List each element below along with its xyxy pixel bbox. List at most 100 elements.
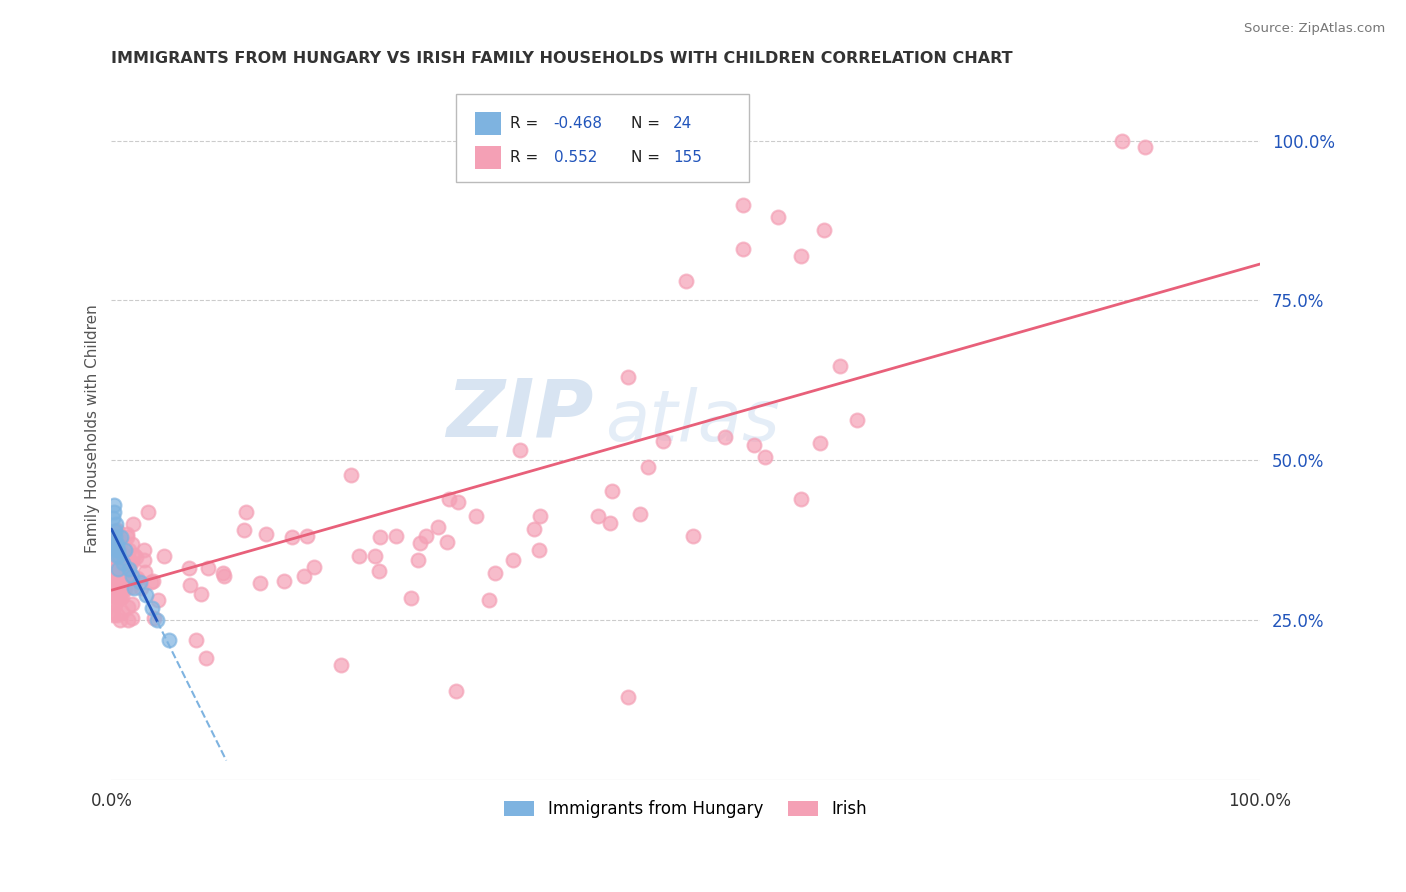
Irish (184, 633, 207, 648)
Irish (104, 597, 127, 611)
Immigrants from Hungary (157, 632, 180, 647)
Irish (104, 585, 127, 599)
Irish (108, 542, 131, 557)
Irish (478, 592, 501, 607)
Irish (733, 197, 755, 211)
Irish (249, 575, 271, 590)
Immigrants from Hungary (105, 536, 128, 550)
Irish (107, 553, 129, 567)
Bar (475, 146, 501, 169)
Irish (110, 572, 132, 586)
Irish (628, 507, 651, 521)
Irish (104, 579, 127, 593)
Irish (742, 437, 765, 451)
Irish (103, 607, 125, 622)
Irish (415, 529, 437, 543)
Immigrants from Hungary (104, 530, 127, 544)
Irish (101, 563, 124, 577)
Irish (364, 549, 387, 563)
Immigrants from Hungary (146, 613, 169, 627)
Irish (115, 529, 138, 543)
Irish (108, 583, 131, 598)
Irish (110, 533, 132, 548)
Text: R =: R = (510, 150, 543, 165)
Immigrants from Hungary (114, 543, 136, 558)
Irish (682, 529, 704, 543)
Irish (830, 359, 852, 373)
Irish (107, 581, 129, 595)
Immigrants from Hungary (104, 536, 127, 550)
Irish (132, 543, 155, 558)
Text: R =: R = (510, 116, 543, 131)
Irish (190, 586, 212, 600)
Irish (121, 555, 143, 569)
Irish (101, 586, 124, 600)
Irish (281, 530, 304, 544)
Irish (112, 575, 135, 590)
Text: N =: N = (630, 116, 665, 131)
Irish (110, 588, 132, 602)
Irish (127, 571, 149, 585)
Irish (112, 580, 135, 594)
Irish (107, 569, 129, 583)
Irish (399, 591, 422, 606)
FancyBboxPatch shape (456, 95, 749, 182)
Text: atlas: atlas (606, 387, 780, 456)
Irish (107, 541, 129, 555)
Irish (110, 576, 132, 591)
Irish (600, 483, 623, 498)
Irish (108, 555, 131, 569)
Irish (292, 569, 315, 583)
Irish (136, 505, 159, 519)
Irish (107, 574, 129, 589)
Irish (617, 690, 640, 705)
Irish (330, 658, 353, 673)
Immigrants from Hungary (135, 588, 157, 602)
Irish (385, 529, 408, 543)
Irish (766, 211, 789, 225)
Text: 155: 155 (673, 150, 702, 165)
Irish (105, 524, 128, 538)
Irish (529, 509, 551, 524)
Irish (120, 570, 142, 584)
Immigrants from Hungary (111, 556, 134, 570)
Irish (108, 550, 131, 565)
Irish (254, 526, 277, 541)
Legend: Immigrants from Hungary, Irish: Immigrants from Hungary, Irish (498, 793, 873, 825)
Irish (101, 574, 124, 588)
Irish (367, 564, 389, 578)
Irish (115, 551, 138, 566)
Irish (302, 560, 325, 574)
Bar (475, 112, 501, 135)
Irish (105, 555, 128, 569)
Irish (111, 591, 134, 605)
Immigrants from Hungary (101, 511, 124, 525)
Irish (146, 592, 169, 607)
Immigrants from Hungary (108, 549, 131, 564)
Irish (142, 574, 165, 588)
Irish (110, 605, 132, 619)
Irish (295, 529, 318, 543)
Irish (105, 568, 128, 582)
Irish (340, 467, 363, 482)
Irish (118, 562, 141, 576)
Irish (104, 590, 127, 604)
Irish (652, 434, 675, 448)
Irish (120, 580, 142, 594)
Irish (108, 591, 131, 605)
Immigrants from Hungary (124, 582, 146, 596)
Irish (529, 543, 551, 558)
Text: -0.468: -0.468 (554, 116, 603, 131)
Immigrants from Hungary (107, 562, 129, 576)
Irish (110, 579, 132, 593)
Irish (112, 566, 135, 580)
Irish (1133, 140, 1156, 154)
Irish (115, 576, 138, 591)
Immigrants from Hungary (105, 543, 128, 558)
Irish (616, 369, 638, 384)
Irish (105, 607, 128, 622)
Irish (134, 565, 156, 579)
Irish (733, 242, 755, 256)
Irish (125, 572, 148, 586)
Text: IMMIGRANTS FROM HUNGARY VS IRISH FAMILY HOUSEHOLDS WITH CHILDREN CORRELATION CHA: IMMIGRANTS FROM HUNGARY VS IRISH FAMILY … (111, 51, 1014, 66)
